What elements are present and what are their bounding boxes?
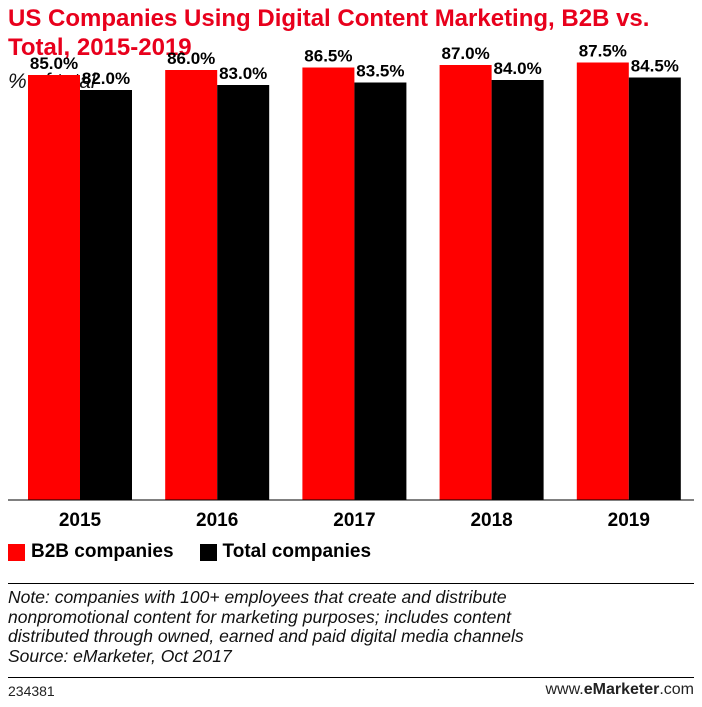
data-label-b2b-2019: 87.5% [579, 42, 627, 61]
legend-swatch-b2b [8, 543, 25, 561]
x-tick-label: 2016 [196, 510, 238, 531]
data-label-total-2015: 82.0% [82, 69, 130, 88]
x-tick-label: 2019 [608, 510, 650, 531]
bars-layer [28, 62, 681, 500]
data-label-total-2018: 84.0% [493, 59, 541, 78]
note-line: nonpromotional content for marketing pur… [8, 606, 511, 627]
legend-swatch-total [199, 543, 217, 561]
brand-suffix: .com [659, 681, 694, 698]
bar-total-2016 [217, 85, 270, 500]
bar-b2b-2019 [576, 62, 629, 500]
bar-total-2017 [354, 82, 407, 500]
bar-total-2019 [628, 77, 681, 500]
data-labels-layer: 85.0%82.0% 86.0%83.0% 86.5%83.5% 87.0%84.0%… [30, 42, 679, 89]
legend-label-total: Total companies [222, 541, 372, 562]
footer-divider [8, 677, 694, 678]
brand-prefix: www. [545, 681, 584, 698]
chart-id: 234381 [8, 683, 55, 699]
bar-total-2015 [80, 90, 132, 500]
data-label-b2b-2016: 86.0% [167, 49, 215, 68]
legend-label-b2b: B2B companies [31, 541, 174, 562]
legend-item-total: Total companies [199, 541, 372, 563]
x-tick-label: 2018 [470, 510, 512, 531]
brand-name: eMarketer [583, 681, 660, 698]
x-tick-label: 2015 [59, 510, 102, 531]
legend-item-b2b: B2B companies [8, 541, 174, 563]
x-tick-labels: 2015 2016 2017 2018 2019 [59, 510, 650, 531]
data-label-b2b-2017: 86.5% [304, 47, 352, 66]
source-line: Source: eMarketer, Oct 2017 [8, 645, 232, 666]
bar-b2b-2015 [28, 75, 80, 500]
bar-b2b-2017 [302, 67, 355, 500]
data-label-b2b-2018: 87.0% [441, 44, 489, 63]
data-label-total-2017: 83.5% [356, 62, 404, 81]
note-divider-top [8, 583, 694, 584]
legend: B2B companies Total companies [8, 541, 397, 563]
bar-chart: 85.0%82.0% 86.0%83.0% 86.5%83.5% 87.0%84.0%… [8, 42, 694, 531]
chart-title: US Companies Using Digital Content Marke… [8, 5, 650, 61]
bar-b2b-2016 [165, 70, 218, 500]
note-line: distributed through owned, earned and pa… [8, 626, 524, 646]
data-label-total-2019: 84.5% [631, 57, 679, 76]
bar-b2b-2018 [439, 65, 492, 500]
data-label-total-2016: 83.0% [219, 64, 267, 83]
note-line: Note: companies with 100+ employees that… [8, 587, 507, 607]
data-label-b2b-2015: 85.0% [30, 54, 78, 73]
brand-link[interactable]: www.eMarketer.com [545, 681, 694, 699]
bar-total-2018 [491, 80, 544, 500]
x-tick-label: 2017 [333, 510, 375, 531]
chart-note: Note: companies with 100+ employees that… [8, 587, 694, 666]
